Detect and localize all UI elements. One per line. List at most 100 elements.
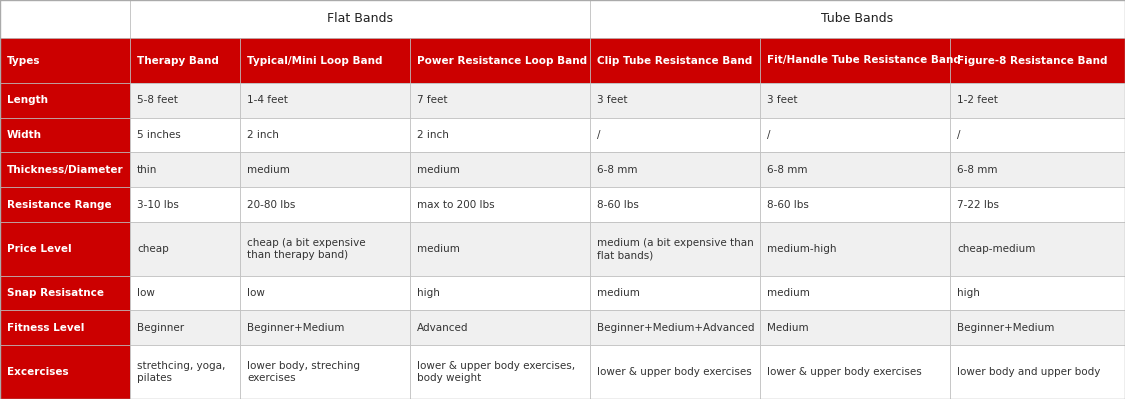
Text: 8-60 lbs: 8-60 lbs	[597, 200, 639, 209]
Bar	[950, 152, 1125, 187]
Text: Advanced: Advanced	[417, 323, 468, 333]
Text: Width: Width	[7, 130, 42, 140]
Bar	[240, 310, 410, 345]
Text: Excercises: Excercises	[7, 367, 69, 377]
Text: Flat Bands: Flat Bands	[327, 12, 393, 26]
Bar	[130, 38, 240, 83]
Bar	[760, 187, 949, 222]
Bar	[0, 187, 130, 222]
Text: strethcing, yoga,
pilates: strethcing, yoga, pilates	[137, 361, 225, 383]
Bar	[760, 310, 949, 345]
Bar	[0, 38, 130, 83]
Bar	[130, 83, 240, 118]
Bar	[950, 118, 1125, 152]
Bar	[240, 83, 410, 118]
Text: 6-8 mm: 6-8 mm	[957, 165, 998, 175]
Text: Length: Length	[7, 95, 48, 105]
Text: /: /	[957, 130, 961, 140]
Bar	[760, 222, 949, 276]
Bar	[760, 118, 949, 152]
Text: 6-8 mm: 6-8 mm	[597, 165, 638, 175]
Bar	[240, 276, 410, 310]
Bar	[0, 345, 130, 399]
Text: medium: medium	[417, 244, 460, 254]
Bar	[0, 83, 130, 118]
Bar	[590, 83, 760, 118]
Text: medium: medium	[767, 288, 810, 298]
Bar	[130, 310, 240, 345]
Text: Tube Bands: Tube Bands	[821, 12, 893, 26]
Bar	[240, 38, 410, 83]
Text: lower & upper body exercises: lower & upper body exercises	[597, 367, 752, 377]
Text: 3-10 lbs: 3-10 lbs	[137, 200, 179, 209]
Bar	[0, 0, 130, 38]
Bar	[0, 222, 130, 276]
Text: medium: medium	[248, 165, 290, 175]
Text: Figure-8 Resistance Band: Figure-8 Resistance Band	[957, 55, 1107, 65]
Bar	[130, 118, 240, 152]
Bar	[950, 38, 1125, 83]
Text: low: low	[248, 288, 264, 298]
Text: 7 feet: 7 feet	[417, 95, 448, 105]
Bar	[410, 187, 590, 222]
Bar	[410, 83, 590, 118]
Text: 1-2 feet: 1-2 feet	[957, 95, 998, 105]
Text: 7-22 lbs: 7-22 lbs	[957, 200, 999, 209]
Bar	[590, 152, 760, 187]
Text: medium: medium	[597, 288, 640, 298]
Bar	[130, 187, 240, 222]
Text: 8-60 lbs: 8-60 lbs	[767, 200, 809, 209]
Bar	[130, 222, 240, 276]
Text: low: low	[137, 288, 155, 298]
Text: /: /	[767, 130, 771, 140]
Bar	[950, 83, 1125, 118]
Text: Thickness/Diameter: Thickness/Diameter	[7, 165, 124, 175]
Text: Beginner+Medium: Beginner+Medium	[957, 323, 1054, 333]
Text: Snap Resisatnce: Snap Resisatnce	[7, 288, 103, 298]
Bar	[590, 118, 760, 152]
Bar	[130, 276, 240, 310]
Text: 2 inch: 2 inch	[417, 130, 449, 140]
Text: lower & upper body exercises: lower & upper body exercises	[767, 367, 921, 377]
Text: Fitness Level: Fitness Level	[7, 323, 84, 333]
Bar	[590, 0, 1125, 38]
Text: medium-high: medium-high	[767, 244, 837, 254]
Bar	[590, 310, 760, 345]
Text: lower & upper body exercises,
body weight: lower & upper body exercises, body weigh…	[417, 361, 575, 383]
Text: 5 inches: 5 inches	[137, 130, 181, 140]
Bar	[950, 187, 1125, 222]
Bar	[240, 118, 410, 152]
Bar	[130, 345, 240, 399]
Bar	[410, 345, 590, 399]
Text: lower body, streching
exercises: lower body, streching exercises	[248, 361, 360, 383]
Bar	[410, 222, 590, 276]
Text: /: /	[597, 130, 601, 140]
Text: 3 feet: 3 feet	[597, 95, 628, 105]
Text: Beginner: Beginner	[137, 323, 184, 333]
Text: thin: thin	[137, 165, 158, 175]
Bar	[130, 0, 590, 38]
Text: cheap: cheap	[137, 244, 169, 254]
Text: Medium: Medium	[767, 323, 809, 333]
Text: medium (a bit expensive than
flat bands): medium (a bit expensive than flat bands)	[597, 238, 754, 260]
Bar	[410, 38, 590, 83]
Bar	[760, 152, 949, 187]
Bar	[760, 276, 949, 310]
Text: 5-8 feet: 5-8 feet	[137, 95, 178, 105]
Bar	[950, 310, 1125, 345]
Text: lower body and upper body: lower body and upper body	[957, 367, 1100, 377]
Text: max to 200 lbs: max to 200 lbs	[417, 200, 495, 209]
Text: 2 inch: 2 inch	[248, 130, 279, 140]
Text: Price Level: Price Level	[7, 244, 72, 254]
Bar	[760, 83, 949, 118]
Bar	[240, 152, 410, 187]
Text: high: high	[417, 288, 440, 298]
Bar	[410, 276, 590, 310]
Text: Fit/Handle Tube Resistance Band: Fit/Handle Tube Resistance Band	[767, 55, 961, 65]
Text: Clip Tube Resistance Band: Clip Tube Resistance Band	[597, 55, 753, 65]
Text: 20-80 lbs: 20-80 lbs	[248, 200, 296, 209]
Bar	[590, 38, 760, 83]
Bar	[240, 345, 410, 399]
Bar	[0, 310, 130, 345]
Text: Therapy Band: Therapy Band	[137, 55, 219, 65]
